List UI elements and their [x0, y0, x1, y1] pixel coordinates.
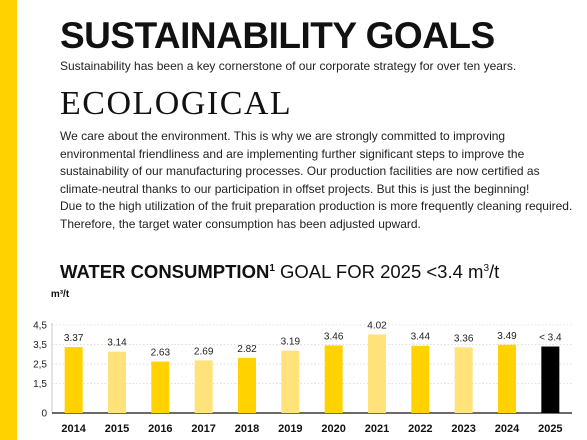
page-subtitle: Sustainability has been a key cornerston… [60, 59, 517, 73]
chart-heading-unit-rest: /t [489, 261, 500, 283]
section-title: ECOLOGICAL [60, 85, 293, 122]
data-label-2016: 2.63 [151, 348, 171, 359]
x-tick-label-2022: 2022 [408, 423, 432, 435]
data-label-2024: 3.49 [497, 331, 517, 342]
y-tick-label: 4,5 [33, 321, 47, 332]
data-label-2015: 3.14 [107, 338, 127, 349]
x-tick-label-2025: 2025 [538, 423, 562, 435]
x-tick-label-2023: 2023 [451, 423, 475, 435]
accent-side-bar [0, 0, 17, 440]
y-tick-label: 3,5 [33, 340, 47, 351]
bar-2022 [411, 345, 430, 413]
y-tick-label: 1,5 [33, 379, 47, 390]
data-label-2025: < 3.4 [539, 333, 562, 344]
chart-heading: WATER CONSUMPTION1 GOAL FOR 2025 <3.4 m3… [60, 256, 499, 285]
y-tick-label: 2,5 [33, 360, 47, 371]
bar-2020 [324, 345, 343, 413]
x-tick-label-2015: 2015 [105, 423, 129, 435]
y-tick-label: 0 [41, 409, 47, 420]
bar-2021 [368, 334, 386, 413]
data-label-2017: 2.69 [194, 346, 214, 357]
chart-heading-bold: WATER CONSUMPTION [60, 261, 270, 283]
x-tick-label-2021: 2021 [365, 423, 389, 435]
data-label-2023: 3.36 [454, 333, 474, 344]
chart-heading-footnote: 1 [269, 263, 275, 274]
x-tick-label-2018: 2018 [235, 423, 259, 435]
chart-heading-unit-sup: 3 [483, 263, 490, 274]
x-tick-label-2019: 2019 [278, 423, 302, 435]
body-paragraph-2: Due to the high utilization of the fruit… [60, 199, 573, 231]
data-label-2022: 3.44 [411, 332, 431, 343]
chart-heading-goal: GOAL FOR 2025 <3.4 m [274, 261, 484, 283]
data-label-2019: 3.19 [281, 337, 301, 348]
body-paragraph-1: We care about the environment. This is w… [60, 129, 540, 196]
bar-2025 [541, 346, 560, 413]
x-tick-label-2017: 2017 [191, 423, 215, 435]
bar-2015 [108, 351, 126, 413]
page-title: SUSTAINABILITY GOALS [60, 15, 495, 56]
bar-2014 [64, 347, 83, 413]
x-tick-label-2014: 2014 [61, 423, 86, 435]
bar-2016 [151, 361, 170, 413]
bar-2024 [498, 344, 516, 413]
x-tick-label-2024: 2024 [495, 423, 520, 435]
data-label-2018: 2.82 [237, 344, 257, 355]
x-tick-label-2020: 2020 [321, 423, 345, 435]
data-label-2020: 3.46 [324, 331, 344, 342]
bar-2019 [281, 350, 300, 413]
water-consumption-chart: m³/t 0 1,5 2,5 3,5 4,5 3.37 2014 3.14 2015 2.63 201… [33, 289, 572, 435]
y-axis-label: m³/t [51, 289, 70, 300]
bar-2017 [194, 360, 213, 413]
data-label-2021: 4.02 [367, 320, 387, 331]
data-label-2014: 3.37 [64, 333, 84, 344]
x-tick-label-2016: 2016 [148, 423, 172, 435]
bar-2023 [454, 347, 473, 413]
section-body: We care about the environment. This is w… [60, 128, 575, 234]
bar-2018 [238, 357, 256, 413]
